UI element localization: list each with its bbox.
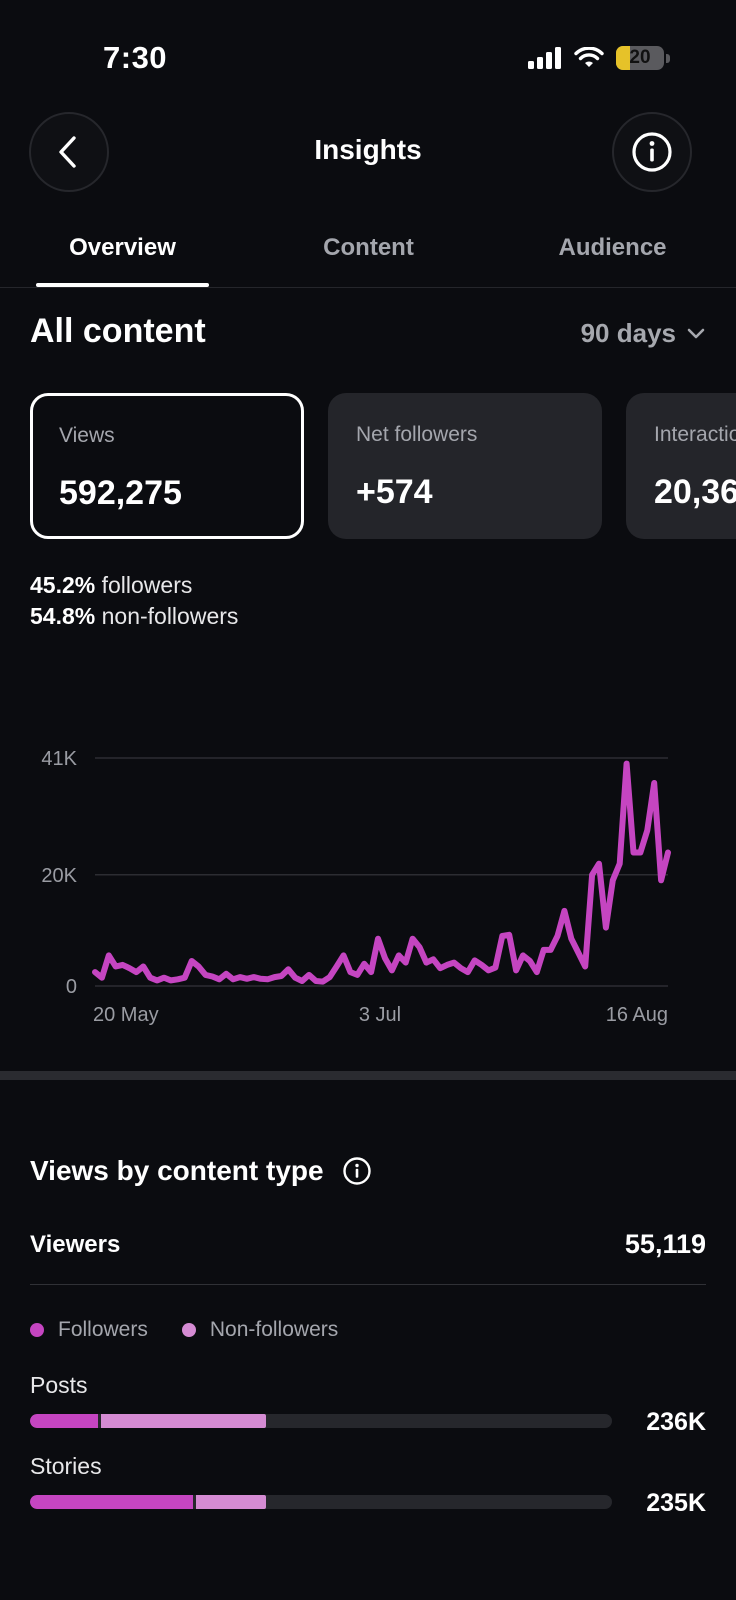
metric-card-interactions[interactable]: Interactions 20,36 <box>626 393 736 539</box>
battery-icon: 20 <box>616 46 664 70</box>
wifi-icon <box>574 47 604 67</box>
metric-label: Net followers <box>356 423 478 446</box>
followers-bar-segment <box>30 1495 193 1509</box>
back-button[interactable] <box>29 112 109 192</box>
followers-bar-segment <box>30 1414 98 1428</box>
section-title: All content <box>30 312 206 350</box>
section-header: All content 90 days <box>30 306 706 356</box>
followers-split: 45.2% followers <box>30 570 238 601</box>
tab-overview[interactable]: Overview <box>69 234 176 261</box>
legend-nonfollowers: Non-followers <box>181 1318 339 1342</box>
views-by-type-header: Views by content type <box>30 1155 706 1195</box>
nonfollowers-bar-segment <box>195 1495 266 1509</box>
tab-audience[interactable]: Audience <box>558 234 667 261</box>
legend-dot <box>30 1323 44 1337</box>
legend-label: Non-followers <box>209 1318 339 1341</box>
viewers-row: Viewers 55,119 <box>30 1225 706 1285</box>
metric-card-net-followers[interactable]: Net followers +574 <box>328 393 602 539</box>
content-type-label: Stories <box>30 1453 102 1479</box>
content-type-bar <box>30 1495 612 1509</box>
metric-card-views[interactable]: Views 592,275 <box>30 393 304 539</box>
battery-level: 20 <box>629 47 651 68</box>
metric-label: Interactions <box>654 423 736 446</box>
y-tick-label: 0 <box>66 976 77 998</box>
nav-bar: Insights <box>0 112 736 192</box>
date-range-dropdown[interactable]: 90 days <box>581 318 706 349</box>
viewers-label: Viewers <box>30 1231 121 1258</box>
status-icons: 20 <box>528 46 670 70</box>
info-icon[interactable] <box>342 1156 372 1186</box>
viewers-value: 55,119 <box>624 1229 706 1259</box>
followers-split-label: followers <box>101 572 193 598</box>
x-tick-label: 3 Jul <box>359 1004 401 1026</box>
status-bar: 7:30 20 <box>0 0 736 100</box>
legend-dot <box>181 1323 196 1337</box>
legend-followers: Followers <box>30 1318 148 1342</box>
x-tick-label: 16 Aug <box>606 1004 668 1026</box>
metric-cards: Views 592,275 Net followers +574 Interac… <box>30 393 736 539</box>
views-line-chart: 41K 20K 0 20 May 3 Jul 16 Aug <box>41 748 671 1026</box>
chevron-left-icon <box>59 136 76 168</box>
content-type-value: 236K <box>646 1408 706 1436</box>
nonfollowers-percent: 54.8% <box>30 603 96 629</box>
metric-value: 20,36 <box>654 473 736 511</box>
date-range-value: 90 days <box>580 318 676 348</box>
x-tick-label: 20 May <box>93 1004 159 1026</box>
page-title: Insights <box>314 134 422 165</box>
metric-value: +574 <box>356 473 433 511</box>
info-icon <box>632 132 672 172</box>
audience-split: 45.2% followers 54.8% non-followers <box>30 570 238 632</box>
nonfollowers-split: 54.8% non-followers <box>30 601 238 632</box>
active-tab-indicator <box>36 283 209 287</box>
section-divider <box>0 1071 736 1080</box>
content-type-label: Posts <box>30 1372 88 1398</box>
content-type-bar <box>30 1414 612 1428</box>
views-by-type-title: Views by content type <box>30 1155 324 1186</box>
tab-bar: Overview Content Audience <box>0 210 736 288</box>
info-button[interactable] <box>612 112 692 192</box>
content-type-row-posts[interactable]: Posts 236K <box>30 1372 706 1442</box>
cellular-signal-icon <box>528 47 561 69</box>
y-tick-label: 20K <box>41 865 77 887</box>
metric-label: Views <box>59 424 115 447</box>
chevron-down-icon <box>687 328 705 338</box>
views-series-line <box>92 760 671 985</box>
content-type-row-stories[interactable]: Stories 235K <box>30 1453 706 1523</box>
status-time: 7:30 <box>103 40 168 75</box>
followers-percent: 45.2% <box>30 572 96 598</box>
nonfollowers-bar-segment <box>100 1414 267 1428</box>
metric-value: 592,275 <box>59 474 182 512</box>
nonfollowers-split-label: non-followers <box>101 603 239 629</box>
y-tick-label: 41K <box>41 748 77 770</box>
content-type-value: 235K <box>646 1489 706 1517</box>
content-type-legend: Followers Non-followers <box>30 1315 372 1345</box>
tab-content[interactable]: Content <box>323 234 414 261</box>
legend-label: Followers <box>58 1318 148 1341</box>
